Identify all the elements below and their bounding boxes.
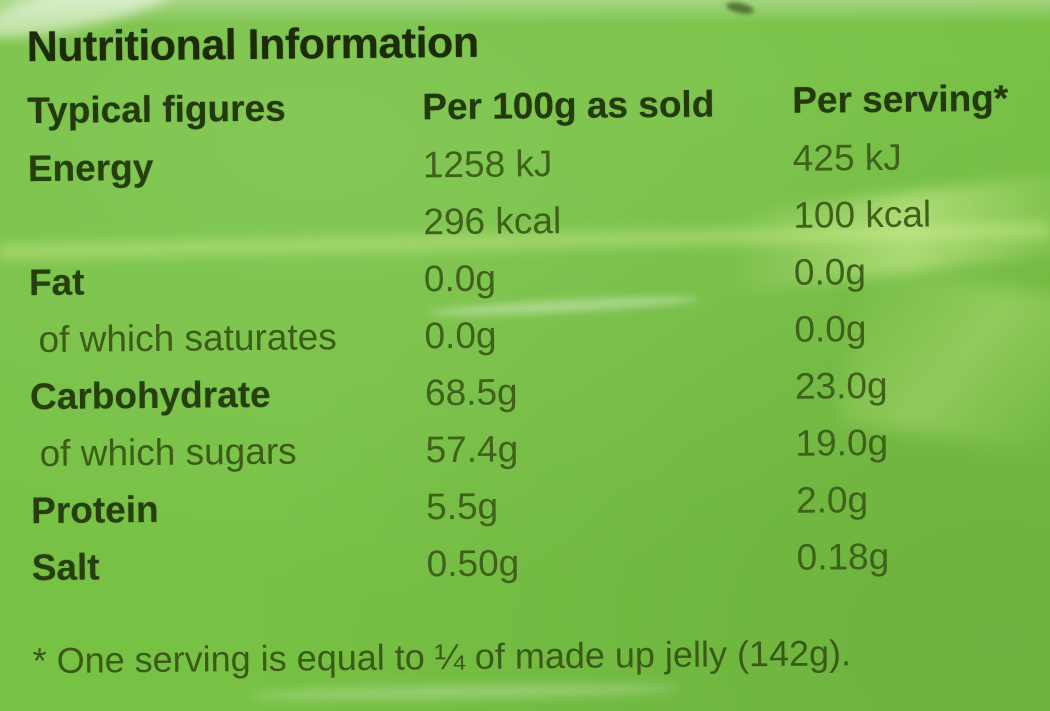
column-header-per-100g: Per 100g as sold — [422, 83, 715, 128]
value-per-100g: 296 kcal — [423, 199, 562, 243]
table-row-salt: Salt 0.50g 0.18g — [31, 535, 1050, 602]
column-header-per-serving: Per serving* — [792, 77, 1009, 121]
value-per-serving: 425 kJ — [792, 136, 903, 179]
row-label: Salt — [31, 546, 100, 589]
value-per-100g: 0.0g — [424, 314, 497, 357]
value-per-serving: 19.0g — [795, 421, 889, 464]
row-label: of which sugars — [39, 430, 297, 475]
value-per-serving: 0.18g — [796, 535, 890, 578]
row-label: Carbohydrate — [29, 373, 271, 418]
value-per-serving: 23.0g — [794, 364, 888, 407]
serving-footnote: * One serving is equal to ¼ of made up j… — [32, 632, 852, 682]
value-per-serving: 100 kcal — [793, 193, 932, 236]
value-per-100g: 1258 kJ — [422, 143, 553, 186]
value-per-100g: 68.5g — [424, 371, 518, 414]
value-per-100g: 57.4g — [425, 428, 519, 471]
column-header-typical-figures: Typical figures — [27, 87, 286, 132]
value-per-serving: 2.0g — [795, 479, 869, 521]
row-label: Fat — [28, 261, 85, 304]
value-per-serving: 0.0g — [793, 251, 867, 293]
value-per-100g: 0.50g — [426, 542, 520, 585]
value-per-100g: 5.5g — [425, 485, 499, 528]
row-label: of which saturates — [38, 316, 337, 361]
page-title: Nutritional Information — [26, 18, 479, 72]
row-label: Energy — [27, 146, 154, 190]
value-per-serving: 0.0g — [794, 308, 867, 350]
value-per-100g: 0.0g — [423, 257, 497, 300]
row-label: Protein — [30, 488, 159, 532]
